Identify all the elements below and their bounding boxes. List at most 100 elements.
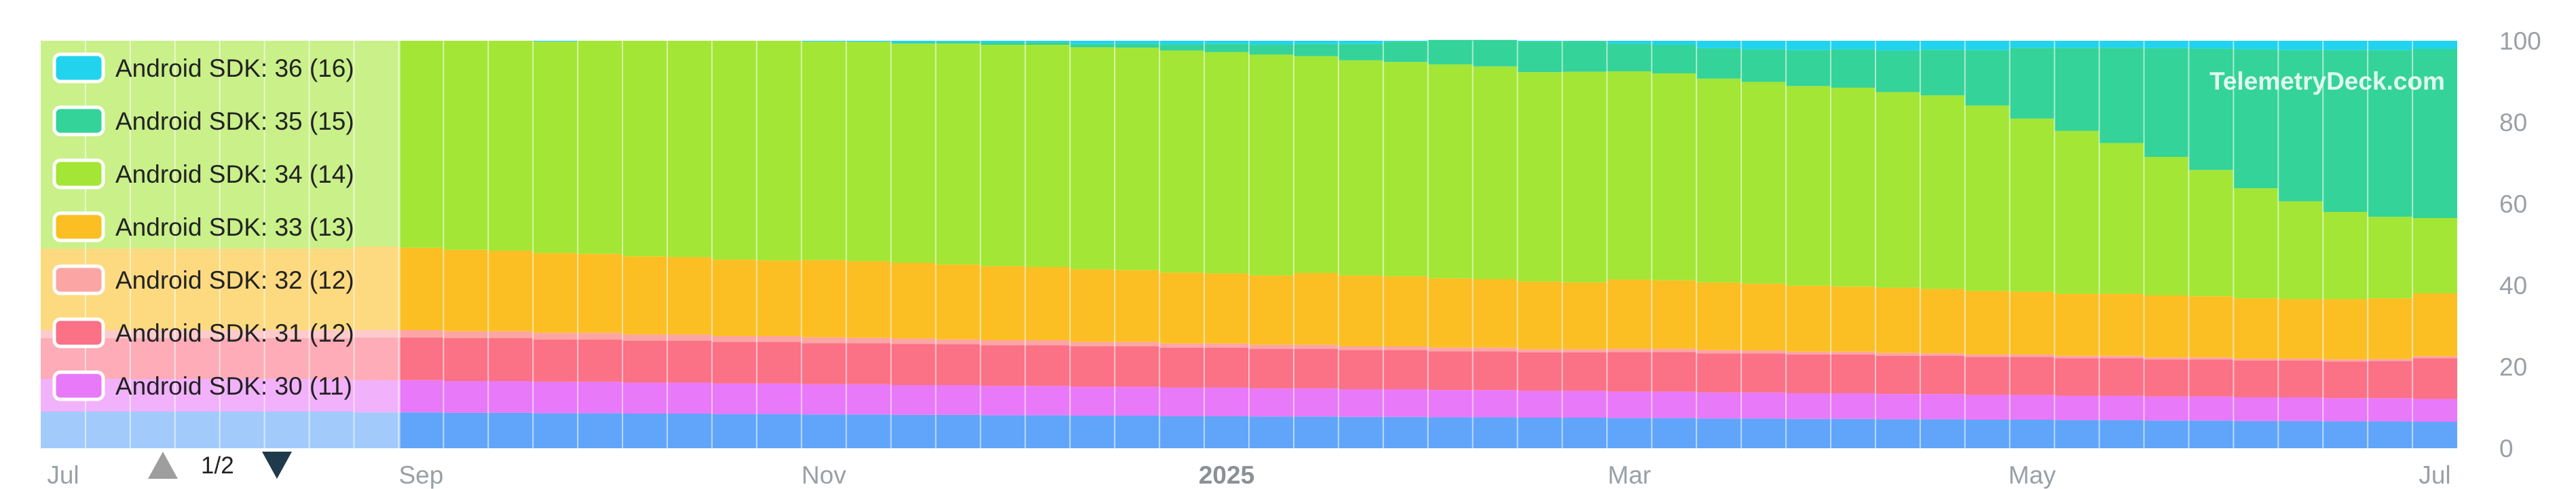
area-segment bbox=[1293, 273, 1339, 345]
area-segment bbox=[711, 414, 757, 448]
area-segment bbox=[801, 259, 846, 338]
area-segment bbox=[2144, 41, 2189, 48]
area-segment bbox=[2412, 422, 2457, 448]
legend-swatch bbox=[52, 317, 105, 348]
area-segment bbox=[980, 45, 1026, 266]
area-segment bbox=[756, 336, 802, 342]
area-segment bbox=[1159, 272, 1205, 344]
area-segment bbox=[264, 249, 310, 330]
area-segment bbox=[1204, 41, 1249, 44]
area-segment bbox=[2278, 201, 2323, 300]
area-segment bbox=[1562, 418, 1607, 448]
area-segment bbox=[2368, 398, 2413, 422]
area-segment bbox=[1517, 418, 1563, 448]
area-segment bbox=[711, 342, 757, 384]
area-segment bbox=[443, 249, 489, 331]
area-segment bbox=[756, 342, 802, 384]
area-segment bbox=[891, 263, 936, 339]
area-segment bbox=[1920, 50, 1965, 96]
area-segment bbox=[891, 43, 936, 263]
area-segment bbox=[1875, 355, 1920, 395]
area-segment bbox=[935, 344, 981, 385]
area-segment bbox=[667, 340, 712, 383]
area-segment bbox=[1964, 357, 2010, 395]
area-segment bbox=[1831, 418, 1875, 448]
area-segment bbox=[1293, 348, 1339, 388]
legend-item[interactable]: Android SDK: 33 (13) bbox=[52, 211, 354, 242]
area-segment bbox=[1517, 281, 1563, 350]
area-segment bbox=[533, 253, 578, 333]
area-segment bbox=[219, 330, 265, 338]
area-segment bbox=[1517, 349, 1563, 352]
area-segment bbox=[488, 412, 534, 448]
area-segment bbox=[1607, 41, 1652, 44]
area-segment bbox=[1562, 349, 1607, 352]
area-segment bbox=[1964, 41, 2010, 50]
legend-item[interactable]: Android SDK: 31 (12) bbox=[52, 317, 354, 348]
legend-item[interactable]: Android SDK: 35 (15) bbox=[52, 105, 354, 137]
area-segment bbox=[667, 382, 712, 414]
area-segment bbox=[1249, 41, 1294, 45]
area-segment bbox=[1204, 343, 1249, 348]
area-segment bbox=[1204, 387, 1249, 416]
area-segment bbox=[1607, 279, 1652, 349]
area-segment bbox=[578, 382, 623, 414]
area-segment bbox=[1607, 43, 1652, 71]
area-segment bbox=[1562, 282, 1607, 350]
area-segment bbox=[1920, 394, 1965, 420]
area-segment bbox=[578, 333, 623, 340]
area-segment bbox=[2188, 170, 2234, 297]
area-segment bbox=[174, 379, 220, 412]
legend-label: Android SDK: 35 (15) bbox=[115, 107, 354, 135]
area-segment bbox=[309, 379, 354, 412]
area-segment bbox=[622, 256, 667, 335]
area-segment bbox=[2188, 296, 2234, 358]
area-segment bbox=[1651, 348, 1697, 352]
x-axis: Jul Sep Nov 2025 Mar May Jul bbox=[47, 461, 2450, 489]
pager-up-icon[interactable] bbox=[148, 452, 178, 479]
area-segment bbox=[2233, 49, 2279, 189]
area-segment bbox=[2188, 41, 2234, 49]
area-segment bbox=[1472, 66, 1518, 280]
legend-swatch bbox=[52, 158, 105, 189]
area-segment bbox=[1070, 269, 1115, 342]
area-segment bbox=[1920, 289, 1965, 354]
area-segment bbox=[1651, 45, 1697, 73]
y-tick-label: 60 bbox=[2499, 190, 2527, 218]
area-segment bbox=[1786, 355, 1831, 393]
area-segment bbox=[1741, 82, 1787, 284]
area-segment bbox=[1070, 416, 1115, 448]
area-segment bbox=[443, 338, 489, 381]
legend-item[interactable]: Android SDK: 30 (11) bbox=[52, 370, 352, 401]
area-segment bbox=[711, 41, 757, 260]
area-segment bbox=[1472, 417, 1518, 448]
area-segment bbox=[1517, 352, 1563, 391]
legend-item[interactable]: Android SDK: 36 (16) bbox=[52, 52, 354, 84]
legend-item[interactable]: Android SDK: 34 (14) bbox=[52, 158, 354, 189]
area-segment bbox=[264, 330, 310, 338]
area-segment bbox=[354, 337, 399, 380]
area-segment bbox=[935, 264, 981, 340]
area-segment bbox=[2099, 395, 2144, 420]
area-segment bbox=[398, 412, 444, 448]
area-segment bbox=[756, 260, 802, 336]
area-segment bbox=[1741, 392, 1787, 419]
area-segment bbox=[2099, 41, 2144, 48]
area-segment bbox=[801, 41, 846, 260]
pager-down-icon[interactable] bbox=[262, 452, 292, 479]
area-segment bbox=[1115, 342, 1160, 346]
area-segment bbox=[1249, 344, 1294, 349]
legend-swatch bbox=[52, 264, 105, 295]
area-segment bbox=[578, 253, 623, 333]
area-segment bbox=[2144, 48, 2189, 157]
area-segment bbox=[1920, 419, 1965, 448]
area-segment bbox=[1025, 45, 1070, 267]
area-segment bbox=[2009, 118, 2055, 292]
area-segment bbox=[130, 379, 175, 412]
legend-item[interactable]: Android SDK: 32 (12) bbox=[52, 264, 354, 295]
area-segment bbox=[1651, 73, 1697, 280]
area-segment bbox=[1875, 352, 1920, 356]
area-segment bbox=[1159, 343, 1205, 348]
area-segment bbox=[1115, 41, 1160, 44]
area-segment bbox=[1293, 416, 1339, 448]
